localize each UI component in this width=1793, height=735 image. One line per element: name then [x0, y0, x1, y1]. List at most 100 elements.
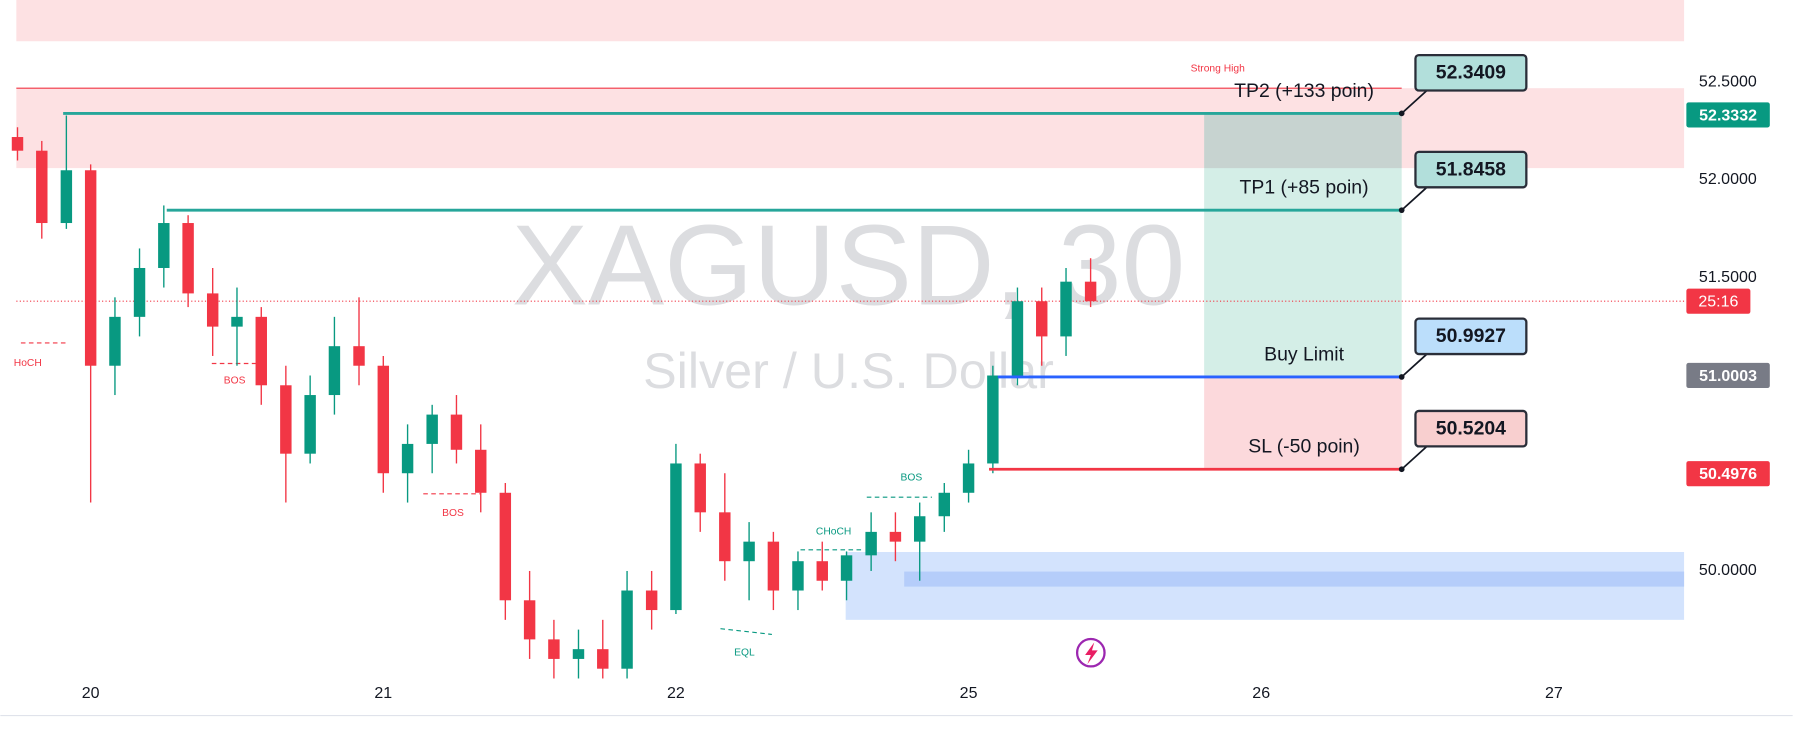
position-loss	[1204, 376, 1402, 470]
callout-box	[1414, 409, 1528, 448]
watermark-layer: XAGUSD, 30 Silver / U.S. Dollar	[512, 203, 1185, 400]
watermark-subtitle: Silver / U.S. Dollar	[643, 342, 1054, 399]
x-tick-label: 22	[667, 685, 685, 702]
countdown-label: 25:16	[1698, 294, 1738, 311]
structure-line	[720, 628, 772, 635]
main-layer: Strong High HoCH BOS BOS BOS CHoCH EQL TP2 (+13…	[11, 53, 1770, 702]
candle-body	[962, 463, 975, 493]
candle-body	[182, 223, 194, 294]
x-tick-label: 21	[374, 685, 392, 702]
countdown-bg	[1686, 288, 1751, 314]
position-overlap	[1204, 113, 1402, 169]
price-label: 52.3332	[1699, 107, 1757, 124]
candle-body	[670, 463, 682, 611]
candle-body	[743, 541, 755, 562]
zone	[16, 0, 1685, 42]
candle-body	[158, 223, 170, 268]
callout-box	[1414, 317, 1528, 356]
callout-value: 52.3409	[1436, 62, 1506, 84]
candle-body	[426, 414, 438, 444]
strong-high-label: Strong High	[1191, 63, 1246, 74]
candle-body	[499, 492, 512, 601]
level-label: SL (-50 poin)	[1248, 436, 1360, 458]
y-tick-label: 52.5000	[1699, 74, 1757, 91]
callout-pointer	[1401, 445, 1428, 470]
candle-body	[816, 561, 828, 581]
candle-body	[11, 137, 24, 151]
callout-box	[1414, 53, 1528, 92]
callout-pointer	[1401, 353, 1428, 378]
price-label-bg	[1686, 461, 1770, 487]
callout-value: 50.5204	[1436, 417, 1506, 439]
price-label: 51.0003	[1699, 368, 1757, 385]
candle-body	[231, 316, 243, 327]
candle-body	[767, 541, 780, 591]
candle-body	[133, 267, 146, 317]
level-label: TP1 (+85 poin)	[1240, 177, 1369, 199]
callout-box	[1414, 150, 1528, 189]
candle-body	[792, 561, 804, 591]
candle-body	[353, 346, 365, 366]
candle-body	[645, 590, 658, 611]
y-tick-label: 52.0000	[1699, 171, 1757, 188]
candle-body	[694, 463, 706, 513]
candle-body	[1060, 281, 1072, 337]
candle-body	[719, 512, 731, 562]
icon-bolt	[1085, 642, 1098, 665]
candle-body	[1084, 281, 1097, 302]
candle-body	[36, 150, 48, 224]
candle-body	[523, 600, 536, 640]
price-label-bg	[1686, 362, 1770, 389]
candle-body	[889, 531, 902, 542]
x-tick-label: 27	[1545, 685, 1563, 702]
annotation: CHoCH	[816, 526, 851, 537]
candle-body	[206, 293, 219, 327]
candle-body	[84, 170, 97, 366]
y-tick-label: 51.5000	[1699, 269, 1757, 286]
candle-body	[280, 385, 292, 454]
callout-pointer	[1401, 186, 1428, 211]
x-tick-label: 26	[1252, 685, 1270, 702]
candle-body	[987, 375, 999, 464]
candle-body	[401, 443, 414, 474]
zone	[904, 571, 1685, 587]
level-label: TP2 (+133 poin)	[1234, 80, 1374, 102]
candle-body	[255, 316, 267, 386]
candle-body	[597, 649, 609, 669]
candle-body	[840, 555, 853, 581]
candle-body	[1011, 301, 1024, 376]
candle-body	[450, 414, 463, 450]
candle-body	[621, 590, 633, 669]
candle-body	[913, 516, 926, 542]
candle-body	[572, 649, 585, 659]
x-tick-label: 25	[960, 685, 978, 702]
zone	[16, 88, 1685, 169]
x-tick-label: 20	[82, 685, 100, 702]
candle-body	[328, 346, 341, 396]
callout-pointer	[1401, 89, 1428, 115]
annotation: BOS	[224, 375, 246, 386]
annotation: HoCH	[14, 358, 42, 369]
lightning-icon	[1075, 637, 1106, 668]
icon-ring	[1075, 637, 1106, 668]
y-tick-label: 50.0000	[1699, 562, 1757, 579]
callout-value: 51.8458	[1436, 158, 1506, 180]
candle-body	[475, 449, 487, 493]
watermark-title: XAGUSD, 30	[512, 203, 1185, 330]
candle-body	[938, 492, 951, 517]
annotation: EQL	[734, 647, 755, 658]
candle-body	[548, 639, 560, 659]
candle-body	[304, 395, 316, 454]
annotation: BOS	[442, 508, 464, 519]
candle-body	[377, 365, 390, 474]
price-label: 50.4976	[1699, 466, 1757, 483]
annotation: BOS	[901, 473, 923, 484]
price-label-bg	[1686, 102, 1770, 128]
zones-layer	[16, 0, 1685, 620]
candle-body	[60, 170, 73, 224]
candle-body	[1036, 301, 1048, 337]
position-profit	[1204, 113, 1402, 377]
candle-body	[109, 316, 121, 366]
